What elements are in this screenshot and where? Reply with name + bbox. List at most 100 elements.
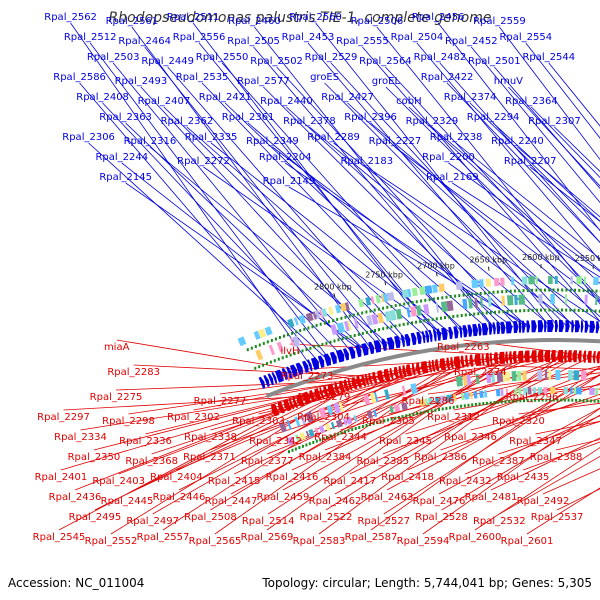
gene-label[interactable]: Rpal_2554 [499, 32, 552, 43]
gene-label[interactable]: Rpal_2344 [314, 432, 367, 443]
gene-label[interactable]: Rpal_2447 [205, 496, 258, 507]
gene-label[interactable]: Rpal_2449 [141, 56, 194, 67]
gene-label[interactable]: Rpal_2505 [227, 36, 280, 47]
gene-label[interactable]: Rpal_2561 [106, 16, 159, 27]
gene-label[interactable]: Rpal_2427 [321, 92, 374, 103]
gene-label[interactable]: Rpal_2407 [138, 96, 191, 107]
gene-label[interactable]: Rpal_2361 [222, 112, 275, 123]
gene-label[interactable]: Rpal_2306 [62, 132, 115, 143]
gene-label[interactable]: Rpal_2512 [64, 32, 117, 43]
gene-label[interactable]: Rpal_2346 [444, 432, 497, 443]
gene-label[interactable]: Rpal_2460 [228, 16, 281, 27]
gene-label[interactable]: Rpal_2345 [379, 436, 432, 447]
gene-label[interactable]: Rpal_2296 [506, 392, 559, 403]
gene-label[interactable]: Rpal_2463 [361, 492, 414, 503]
gene-label[interactable]: Rpal_2145 [99, 172, 152, 183]
gene-label[interactable]: Rpal_2396 [344, 112, 397, 123]
gene-label[interactable]: Rpal_2501 [468, 56, 521, 67]
gene-label[interactable]: Rpal_2320 [492, 416, 545, 427]
gene-label[interactable]: Rpal_2436 [49, 492, 102, 503]
gene-label[interactable]: Rpal_2583 [293, 536, 346, 547]
gene-label[interactable]: Rpal_2238 [430, 132, 483, 143]
gene-label[interactable]: Rpal_2289 [307, 132, 360, 143]
gene-label[interactable]: Rpal_2283 [107, 367, 160, 378]
gene-label[interactable]: Rpal_2527 [357, 516, 410, 527]
gene-label[interactable]: Rpal_2338 [184, 432, 237, 443]
gene-label[interactable]: Rpal_2562 [44, 12, 97, 23]
gene-label[interactable]: Rpal_2493 [115, 76, 168, 87]
gene-label[interactable]: Rpal_2577 [237, 76, 290, 87]
gene-label[interactable]: Rpal_2263 [437, 342, 490, 353]
gene-label[interactable]: Rpal_2303 [232, 416, 285, 427]
gene-label[interactable]: Rpal_2417 [323, 476, 376, 487]
gene-label[interactable]: Rpal_2336 [119, 436, 172, 447]
gene-label[interactable]: Rpal_2440 [260, 96, 313, 107]
gene-label[interactable]: Rpal_2273 [281, 371, 334, 382]
gene-label[interactable]: Rpal_2601 [501, 536, 554, 547]
gene-label[interactable]: Rpal_2446 [153, 492, 206, 503]
gene-label[interactable]: Rpal_2557 [137, 532, 190, 543]
gene-label[interactable]: Rpal_2476 [413, 496, 466, 507]
gene-label[interactable]: Rpal_2374 [444, 92, 497, 103]
gene-label[interactable]: Rpal_2556 [173, 32, 226, 43]
gene-label[interactable]: Rpal_2435 [497, 472, 550, 483]
gene-label[interactable]: Rpal_2535 [176, 72, 229, 83]
gene-label[interactable]: Rpal_2307 [528, 116, 581, 127]
gene-label[interactable]: Rpal_2350 [68, 452, 121, 463]
gene-label[interactable]: groEL [372, 76, 401, 87]
gene-label[interactable]: Rpal_2275 [90, 392, 143, 403]
gene-label[interactable]: ilvH [281, 346, 300, 357]
gene-label[interactable]: Rpal_2492 [517, 496, 570, 507]
gene-label[interactable]: Rpal_2227 [369, 136, 422, 147]
gene-label[interactable]: Rpal_2386 [414, 452, 467, 463]
gene-label[interactable]: Rpal_2564 [359, 56, 412, 67]
gene-label[interactable]: Rpal_2416 [266, 472, 319, 483]
gene-label[interactable]: Rpal_2302 [167, 412, 220, 423]
gene-label[interactable]: Rpal_2514 [242, 516, 295, 527]
gene-label[interactable]: Rpal_2587 [345, 532, 398, 543]
gene-label[interactable]: Rpal_2277 [194, 396, 247, 407]
gene-label[interactable]: Rpal_2522 [300, 512, 353, 523]
gene-label[interactable]: Rpal_2304 [297, 412, 350, 423]
gene-label[interactable]: Rpal_2388 [530, 452, 583, 463]
gene-label[interactable]: Rpal_2347 [509, 436, 562, 447]
gene-label[interactable]: Rpal_2529 [305, 52, 358, 63]
gene-label[interactable]: Rpal_2452 [445, 36, 498, 47]
gene-label[interactable]: Rpal_2545 [33, 532, 86, 543]
gene-label[interactable]: Rpal_2481 [465, 492, 518, 503]
gene-label[interactable]: Rpal_2586 [53, 72, 106, 83]
gene-label[interactable]: Rpal_2408 [76, 92, 129, 103]
gene-label[interactable]: Rpal_2169 [426, 172, 479, 183]
gene-label[interactable]: Rpal_2378 [283, 116, 336, 127]
gene-label[interactable]: Rpal_2502 [250, 56, 303, 67]
gene-label[interactable]: Rpal_2555 [336, 36, 389, 47]
gene-label[interactable]: Rpal_2504 [391, 32, 444, 43]
gene-label[interactable]: Rpal_2459 [257, 492, 310, 503]
gene-label[interactable]: Rpal_2462 [309, 496, 362, 507]
gene-label[interactable]: Rpal_2544 [522, 52, 575, 63]
gene-label[interactable]: Rpal_2312 [427, 412, 480, 423]
gene-label[interactable]: Rpal_2550 [196, 52, 249, 63]
gene-label[interactable]: Rpal_2401 [35, 472, 88, 483]
gene-label[interactable]: Rpal_2297 [37, 412, 90, 423]
gene-label[interactable]: Rpal_2569 [241, 532, 294, 543]
gene-label[interactable]: Rpal_2149 [263, 176, 316, 187]
gene-label[interactable]: Rpal_2207 [504, 156, 557, 167]
gene-label[interactable]: Rpal_2495 [69, 512, 122, 523]
gene-label[interactable]: Rpal_2200 [422, 152, 475, 163]
gene-label[interactable]: Rpal_2334 [54, 432, 107, 443]
gene-label[interactable]: Rpal_2560 [289, 12, 342, 23]
gene-label[interactable]: Rpal_2511 [167, 12, 220, 23]
gene-label[interactable]: Rpal_2445 [101, 496, 154, 507]
gene-label[interactable]: Rpal_2364 [505, 96, 558, 107]
gene-label[interactable]: Rpal_2508 [184, 512, 237, 523]
gene-label[interactable]: Rpal_2349 [246, 136, 299, 147]
gene-label[interactable]: Rpal_2387 [472, 456, 525, 467]
gene-label[interactable]: Rpal_2294 [467, 112, 520, 123]
gene-label[interactable]: Rpal_2240 [491, 136, 544, 147]
gene-label[interactable]: Rpal_2532 [473, 516, 526, 527]
gene-label[interactable]: Rpal_2279 [298, 392, 351, 403]
gene-label[interactable]: Rpal_2274 [454, 367, 507, 378]
gene-label[interactable]: Rpal_2415 [208, 476, 261, 487]
gene-label[interactable]: Rpal_2363 [99, 112, 152, 123]
